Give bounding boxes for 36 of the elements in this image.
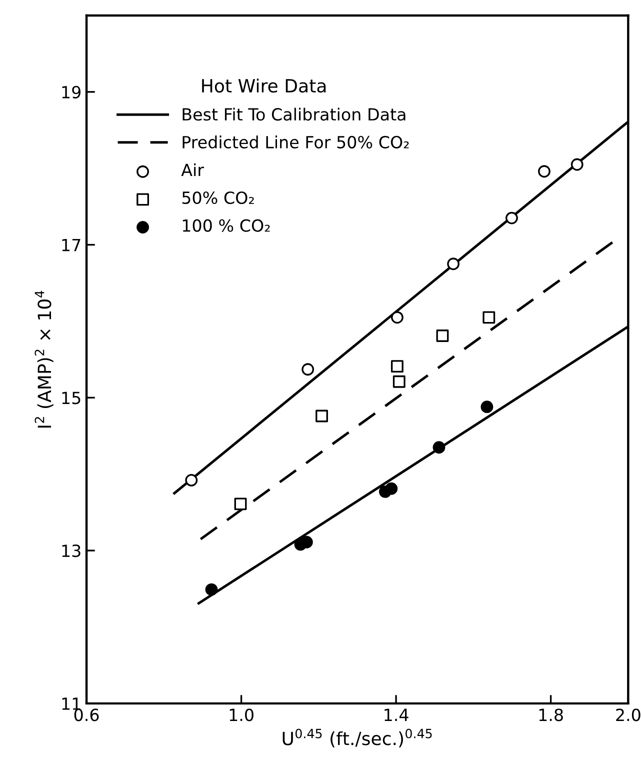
- point: [234, 498, 247, 510]
- point: [300, 536, 313, 548]
- y-axis-title: I$^{2}$ (AMP)$^{2}$ × 10$^{4}$: [34, 290, 54, 428]
- point: [392, 375, 406, 388]
- y-tick-label: 15: [62, 392, 80, 404]
- x-tick-label: 1.0: [230, 708, 254, 722]
- legend-label: Air: [181, 163, 204, 176]
- point: [185, 474, 198, 486]
- point: [447, 258, 460, 270]
- point: [316, 410, 328, 422]
- y-tick-label: 13: [62, 544, 80, 558]
- point: [538, 165, 550, 178]
- legend-label: Predicted Line For 50% CO₂: [182, 136, 409, 148]
- point: [390, 311, 404, 324]
- point: [436, 330, 449, 342]
- point: [506, 212, 518, 224]
- legend-label: Best Fit To Calibration Data: [182, 108, 406, 121]
- legend-title: Hot Wire Data: [202, 78, 326, 93]
- x-tick-label: 1.4: [384, 708, 408, 721]
- point: [390, 360, 404, 373]
- point: [432, 441, 446, 454]
- point: [570, 158, 584, 171]
- point: [205, 583, 218, 596]
- point: [480, 400, 494, 414]
- point: [385, 482, 398, 495]
- legend-label: 50% CO₂: [182, 191, 254, 204]
- point: [482, 311, 496, 324]
- x-tick-label: 2.0: [616, 708, 640, 722]
- x-tick-label: 1.8: [539, 708, 563, 722]
- x-axis-title: U$^{0.45}$ (ft./sec.)$^{0.45}$: [282, 728, 432, 748]
- y-tick-label: 17: [62, 238, 80, 252]
- x-tick-label: 0.6: [74, 708, 99, 722]
- y-tick-label: 11: [62, 698, 80, 710]
- point: [302, 363, 314, 376]
- legend-label: 100 % CO₂: [182, 219, 270, 232]
- y-tick-label: 19: [62, 86, 80, 98]
